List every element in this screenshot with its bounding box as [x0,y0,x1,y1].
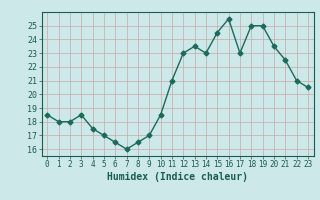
X-axis label: Humidex (Indice chaleur): Humidex (Indice chaleur) [107,172,248,182]
